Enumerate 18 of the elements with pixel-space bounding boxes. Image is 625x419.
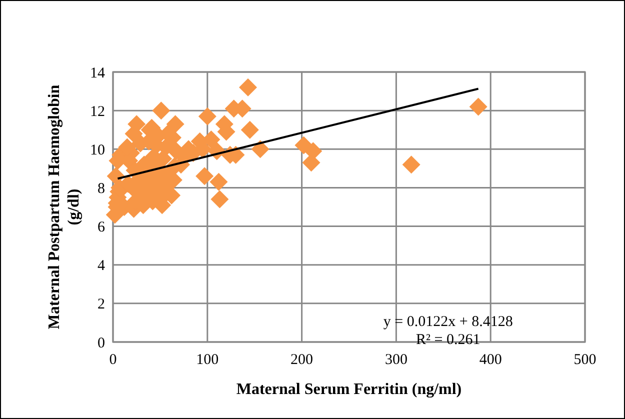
y-tick-label: 14 bbox=[90, 65, 106, 82]
x-axis-title: Maternal Serum Ferritin (ng/ml) bbox=[236, 381, 462, 398]
y-tick-label: 12 bbox=[90, 104, 105, 120]
annotation: R² = 0.261 bbox=[416, 332, 480, 348]
y-tick-label: 0 bbox=[98, 335, 105, 352]
y-tick-label: 10 bbox=[90, 142, 105, 158]
x-tick-label: 0 bbox=[109, 352, 117, 368]
y-tick-label: 2 bbox=[98, 296, 105, 313]
y-axis-title: Maternal Postpartum Haemoglobin (g/dl) bbox=[46, 84, 82, 330]
y-tick-label: 6 bbox=[98, 220, 106, 236]
x-tick-label: 100 bbox=[196, 352, 219, 368]
y-tick-label: 8 bbox=[98, 180, 105, 197]
x-tick-label: 400 bbox=[479, 352, 502, 368]
x-tick-label: 300 bbox=[384, 352, 408, 368]
x-tick-label: 200 bbox=[290, 352, 314, 368]
y-tick-label: 4 bbox=[98, 258, 106, 274]
annotation: y = 0.0122x + 8.4128 bbox=[383, 314, 513, 330]
x-tick-label: 500 bbox=[574, 352, 596, 368]
